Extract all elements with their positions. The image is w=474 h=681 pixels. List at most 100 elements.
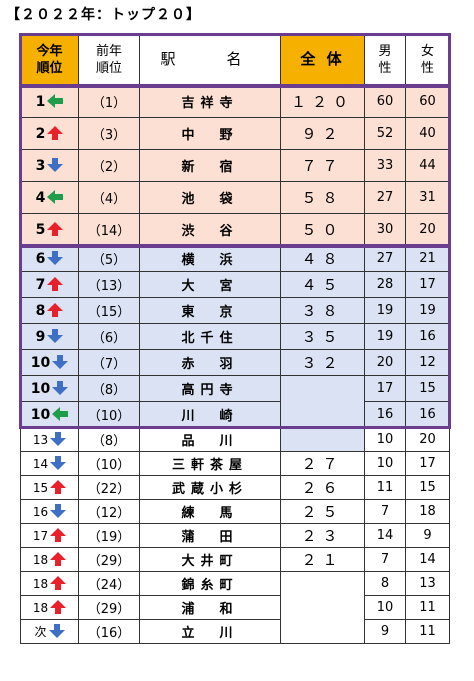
station-cell: 川 崎	[139, 401, 281, 428]
male-cell: 17	[364, 375, 406, 402]
female-cell: 11	[405, 595, 450, 620]
arrow-up-icon	[47, 302, 64, 317]
header-female: 女性	[405, 33, 450, 86]
rank-cell: 9	[20, 323, 79, 350]
rank-cell: 8	[20, 297, 79, 324]
prev-rank-cell: （22）	[78, 475, 140, 500]
prev-rank-cell: （8）	[78, 427, 140, 452]
male-cell: 52	[364, 117, 406, 150]
male-cell: 16	[364, 401, 406, 428]
table-row: 8 （15）東 京 ３８ 19 19	[20, 297, 450, 324]
station-cell: 東 京	[139, 297, 281, 324]
total-cell: ２７	[280, 451, 365, 476]
female-cell: 13	[405, 571, 450, 596]
table-row: 3 （2）新 宿 ７７ 33 44	[20, 149, 450, 182]
rank-cell: 14	[20, 451, 79, 476]
male-cell: 27	[364, 181, 406, 214]
station-cell: 蒲 田	[139, 523, 281, 548]
prev-rank-cell: （7）	[78, 349, 140, 376]
male-cell: 20	[364, 349, 406, 376]
female-cell: 60	[405, 85, 450, 118]
female-cell: 15	[405, 475, 450, 500]
total-cell: ４５	[280, 271, 365, 298]
female-cell: 16	[405, 401, 450, 428]
table-row: 1 （1） 吉祥寺 １２０ 60 60	[20, 85, 450, 118]
station-cell: 三軒茶屋	[139, 451, 281, 476]
table-row: 9 （6） 北千住 ３５ 19 16	[20, 323, 450, 350]
total-cell: ３８	[280, 297, 365, 324]
total-cell: １２０	[280, 85, 365, 118]
station-cell: 中 野	[139, 117, 281, 150]
female-cell: 18	[405, 499, 450, 524]
arrow-up-icon	[47, 221, 64, 236]
male-cell: 60	[364, 85, 406, 118]
station-cell: 吉祥寺	[139, 85, 281, 118]
total-cell: ２１	[280, 547, 365, 572]
total-cell: ３２	[280, 349, 365, 376]
female-cell: 17	[405, 451, 450, 476]
rank-cell: 次	[20, 619, 79, 644]
rank-cell: 5	[20, 213, 79, 246]
total-cell: ５８	[280, 181, 365, 214]
arrow-up-icon	[50, 576, 67, 590]
total-cell: ９２	[280, 117, 365, 150]
arrow-up-icon	[50, 480, 67, 494]
female-cell: 21	[405, 245, 450, 272]
arrow-left-icon	[52, 406, 69, 421]
prev-rank-cell: （6）	[78, 323, 140, 350]
total-cell: ２６	[280, 475, 365, 500]
female-cell: 20	[405, 427, 450, 452]
table-row: 10 （8） 高円寺 17 15	[20, 375, 450, 452]
rank-cell: 18	[20, 595, 79, 620]
table-row: 14 （10） 三軒茶屋 ２７ 10 17	[20, 451, 450, 476]
header-station: 駅 名	[139, 33, 281, 86]
station-cell: 渋 谷	[139, 213, 281, 246]
male-cell: 33	[364, 149, 406, 182]
prev-rank-cell: （12）	[78, 499, 140, 524]
ranking-table: 今年 順位 前年 順位 駅 名 全 体 男性 女性 1 （1） 吉祥寺 １２０ 60 60 2 （…	[20, 33, 450, 644]
station-cell: 新 宿	[139, 149, 281, 182]
female-cell: 17	[405, 271, 450, 298]
total-cell: ７７	[280, 149, 365, 182]
prev-rank-cell: （15）	[78, 297, 140, 324]
station-cell: 練 馬	[139, 499, 281, 524]
male-cell: 11	[364, 475, 406, 500]
male-cell: 30	[364, 213, 406, 246]
prev-rank-cell: （10）	[78, 451, 140, 476]
rank-cell: 3	[20, 149, 79, 182]
male-cell: 7	[364, 499, 406, 524]
female-cell: 15	[405, 375, 450, 402]
table-row: 17 （19）蒲 田 ２３ 14 9	[20, 523, 450, 548]
header-rank-prev: 前年 順位	[78, 33, 140, 86]
table-row: 10 （10）川 崎 16 16	[20, 401, 450, 428]
page-title: 【２０２２年：トップ２０】	[6, 7, 201, 23]
total-cell: ２３	[280, 523, 365, 548]
rank-cell: 6	[20, 245, 79, 272]
female-cell: 31	[405, 181, 450, 214]
rank-cell: 10	[20, 375, 79, 402]
header-total: 全 体	[280, 33, 365, 86]
rank-cell: 10	[20, 349, 79, 376]
arrow-down-icon	[52, 354, 69, 369]
total-cell: ２５	[280, 499, 365, 524]
arrow-left-icon	[47, 189, 64, 204]
station-cell: 大 宮	[139, 271, 281, 298]
arrow-up-icon	[50, 552, 67, 566]
female-cell: 40	[405, 117, 450, 150]
station-cell: 武蔵小杉	[139, 475, 281, 500]
arrow-up-icon	[50, 528, 67, 542]
table-row: 6 （5）横 浜 ４８ 27 21	[20, 245, 450, 272]
rank-cell: 16	[20, 499, 79, 524]
rank-cell: 10	[20, 401, 79, 428]
arrow-up-icon	[50, 600, 67, 614]
prev-rank-cell: （16）	[78, 619, 140, 644]
prev-rank-cell: （29）	[78, 595, 140, 620]
arrow-left-icon	[47, 93, 64, 108]
table-row: 15 （22） 武蔵小杉 ２６ 11 15	[20, 475, 450, 500]
station-cell: 大井町	[139, 547, 281, 572]
female-cell: 11	[405, 619, 450, 644]
prev-rank-cell: （14）	[78, 213, 140, 246]
female-cell: 16	[405, 323, 450, 350]
station-cell: 赤 羽	[139, 349, 281, 376]
arrow-down-icon	[47, 328, 64, 343]
